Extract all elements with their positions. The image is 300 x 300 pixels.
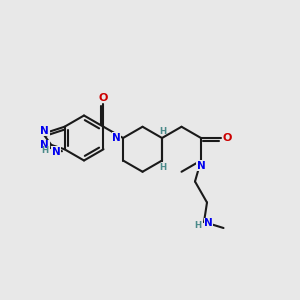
Text: N: N bbox=[52, 147, 61, 157]
Text: O: O bbox=[223, 133, 232, 143]
Text: N: N bbox=[112, 133, 121, 143]
Text: N: N bbox=[40, 140, 49, 150]
Text: H: H bbox=[160, 127, 167, 136]
Text: N: N bbox=[40, 126, 49, 136]
Text: N: N bbox=[196, 161, 206, 171]
Text: H: H bbox=[194, 220, 201, 230]
Text: H: H bbox=[160, 163, 167, 172]
Text: N: N bbox=[204, 218, 213, 229]
Text: O: O bbox=[99, 93, 108, 103]
Text: H: H bbox=[41, 146, 48, 155]
